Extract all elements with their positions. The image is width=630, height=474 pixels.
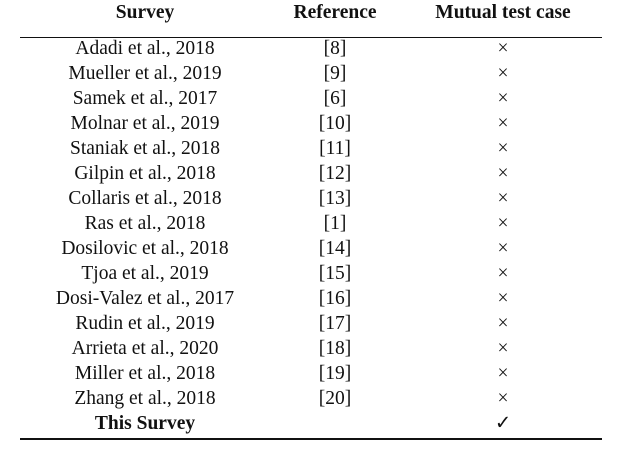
table-cell: × [497, 263, 509, 284]
table-cell: × [497, 63, 509, 84]
header-cell: Reference [293, 2, 377, 23]
table-cell: [14] [318, 238, 352, 259]
table-cell: Arrieta et al., 2020 [71, 338, 219, 359]
table-cell: × [497, 188, 509, 209]
table-cell: Dosilovic et al., 2018 [61, 238, 229, 259]
table-cell: × [497, 163, 509, 184]
table-cell: Tjoa et al., 2019 [81, 263, 209, 284]
table-cell: [17] [318, 313, 352, 334]
table-cell: [16] [318, 288, 352, 309]
table-cell: This Survey [94, 413, 196, 434]
table-cell: Adadi et al., 2018 [75, 38, 215, 59]
table-cell: × [497, 238, 509, 259]
table-cell: Samek et al., 2017 [72, 88, 218, 109]
table-cell: × [497, 363, 509, 384]
table-cell: [11] [319, 138, 351, 159]
table-cell: Ras et al., 2018 [84, 213, 206, 234]
table-cell: × [497, 213, 509, 234]
table-cell: Staniak et al., 2018 [69, 138, 221, 159]
table-cell: ✓ [494, 413, 512, 434]
mid-rule [20, 37, 602, 38]
table-cell: [20] [318, 388, 352, 409]
table-cell: [13] [318, 188, 352, 209]
table-cell: × [497, 113, 509, 134]
table-cell: × [497, 288, 509, 309]
header-cell: Survey [115, 2, 175, 23]
table-cell: [6] [323, 88, 347, 109]
table-cell: Zhang et al., 2018 [74, 388, 216, 409]
table-cell: Mueller et al., 2019 [68, 63, 222, 84]
table-cell: Rudin et al., 2019 [75, 313, 215, 334]
table-cell: × [497, 88, 509, 109]
table-cell: Dosi-Valez et al., 2017 [55, 288, 235, 309]
table-cell: [9] [323, 63, 347, 84]
table-cell: [8] [323, 38, 347, 59]
table-cell: [19] [318, 363, 352, 384]
table-cell: × [497, 313, 509, 334]
header-cell: Mutual test case [435, 2, 571, 23]
table-cell: Collaris et al., 2018 [68, 188, 222, 209]
table-cell: × [497, 388, 509, 409]
table-cell: [12] [318, 163, 352, 184]
table-cell: [1] [323, 213, 347, 234]
table-cell: × [497, 38, 509, 59]
table-cell: [10] [318, 113, 352, 134]
bottom-rule [20, 438, 602, 440]
table-cell: × [497, 138, 509, 159]
table-cell: Miller et al., 2018 [74, 363, 216, 384]
table-cell: [18] [318, 338, 352, 359]
table-cell: Molnar et al., 2019 [70, 113, 220, 134]
table-cell: × [497, 338, 509, 359]
table-cell: [15] [318, 263, 352, 284]
table-cell: Gilpin et al., 2018 [74, 163, 216, 184]
